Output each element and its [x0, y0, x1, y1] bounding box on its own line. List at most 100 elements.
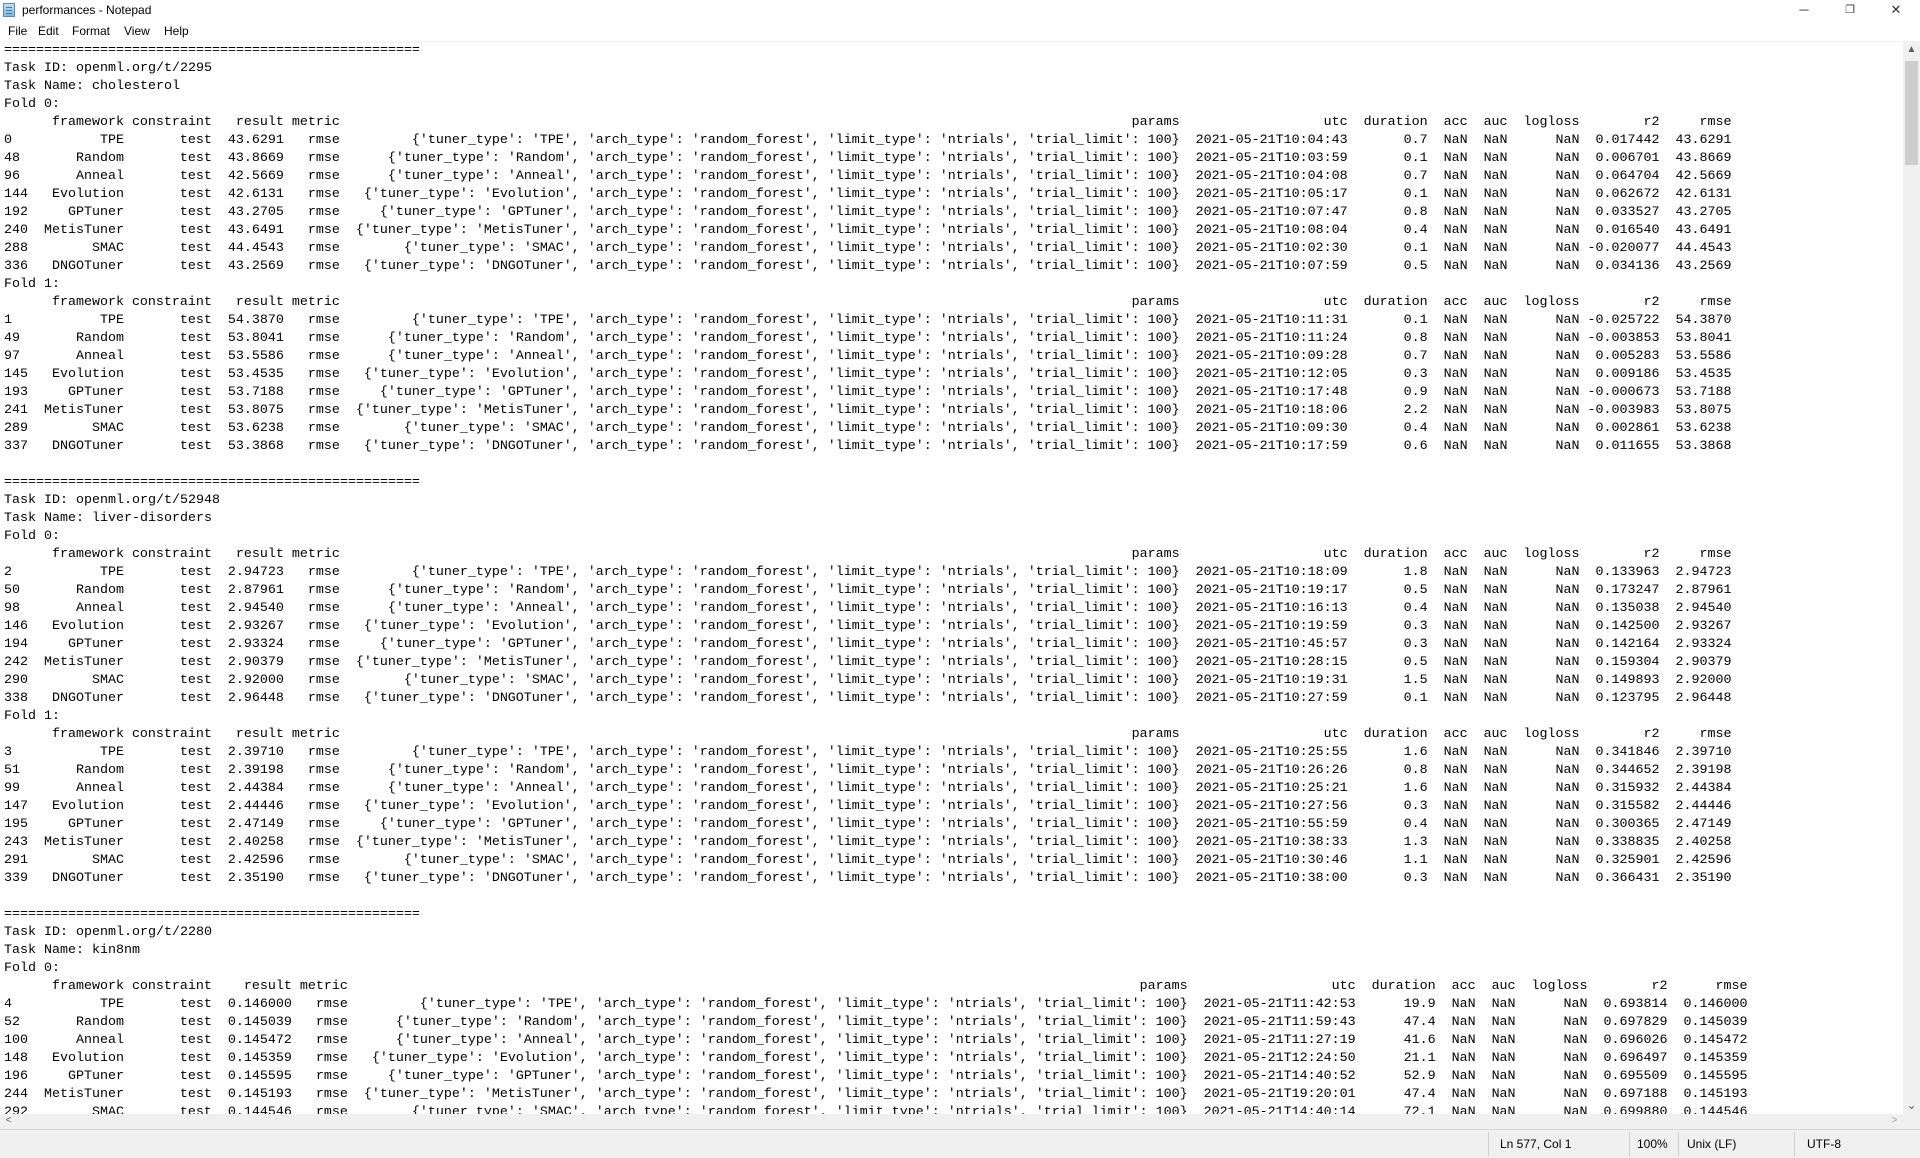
- cell-constraint: test: [179, 385, 212, 400]
- fold-label: Fold 0:: [4, 97, 60, 112]
- cell-framework: Evolution: [51, 187, 124, 202]
- cell-utc: 2021-05-21T10:26:26: [1195, 763, 1348, 778]
- close-button[interactable]: ✕: [1890, 2, 1902, 17]
- column-header-duration: duration: [1363, 115, 1428, 130]
- column-header-r2: r2: [1651, 979, 1668, 994]
- cell-framework: MetisTuner: [43, 403, 124, 418]
- minimize-button[interactable]: ─: [1799, 2, 1809, 17]
- cell-result: 2.35190: [227, 871, 284, 886]
- cell-utc: 2021-05-21T10:04:43: [1195, 133, 1348, 148]
- maximize-button[interactable]: ❐: [1845, 4, 1855, 16]
- column-header-result: result: [243, 979, 292, 994]
- cell-framework: SMAC: [91, 673, 124, 688]
- cell-metric: rmse: [307, 349, 340, 364]
- table-row: 51 Random test 2.39198 rmse {'tuner_type': 'R…: [4, 762, 1747, 780]
- cell-r2: 0.325901: [1595, 853, 1660, 868]
- vertical-scroll-thumb[interactable]: [1905, 61, 1918, 165]
- cell-index: 243: [4, 835, 28, 850]
- cell-rmse: 54.3870: [1675, 313, 1732, 328]
- cell-acc: NaN: [1443, 421, 1468, 436]
- cell-auc: NaN: [1483, 349, 1508, 364]
- table-row: 0 TPE test 43.6291 rmse {'tuner_type': 'TPE',…: [4, 132, 1747, 150]
- cell-params: {'tuner_type': 'GPTuner', 'arch_type': '…: [387, 1069, 1188, 1084]
- column-header-utc: utc: [1323, 115, 1348, 130]
- cell-logloss: NaN: [1555, 313, 1580, 328]
- cell-rmse: 43.6491: [1675, 223, 1732, 238]
- cell-index: 292: [4, 1105, 28, 1114]
- cell-result: 2.39710: [227, 745, 284, 760]
- cell-index: 192: [4, 205, 28, 220]
- menu-help[interactable]: Help: [164, 24, 189, 38]
- cell-result: 0.145472: [227, 1033, 292, 1048]
- scroll-left-icon[interactable]: <: [5, 1115, 12, 1126]
- vertical-scrollbar[interactable]: ▲ ⌄: [1903, 42, 1920, 1114]
- table-row: 147 Evolution test 2.44446 rmse {'tuner_type'…: [4, 798, 1747, 816]
- document-text[interactable]: ========================================…: [4, 42, 1747, 1114]
- table-row: 291 SMAC test 2.42596 rmse {'tuner_type': 'SM…: [4, 852, 1747, 870]
- zoom-level: 100%: [1637, 1137, 1668, 1151]
- cell-params: {'tuner_type': 'Anneal', 'arch_type': 'r…: [387, 781, 1180, 796]
- cell-framework: GPTuner: [67, 637, 124, 652]
- cell-utc: 2021-05-21T10:07:47: [1195, 205, 1348, 220]
- cell-acc: NaN: [1443, 763, 1468, 778]
- menu-view[interactable]: View: [124, 24, 150, 38]
- cell-r2: 0.135038: [1595, 601, 1660, 616]
- cell-r2: -0.020077: [1587, 241, 1660, 256]
- cell-metric: rmse: [307, 853, 340, 868]
- cell-r2: -0.003853: [1587, 331, 1660, 346]
- cell-rmse: 53.5586: [1675, 349, 1732, 364]
- cell-duration: 0.1: [1403, 691, 1428, 706]
- cell-r2: 0.173247: [1595, 583, 1660, 598]
- cell-rmse: 53.3868: [1675, 439, 1732, 454]
- cell-duration: 0.3: [1403, 637, 1428, 652]
- cell-duration: 1.3: [1403, 835, 1428, 850]
- cell-metric: rmse: [315, 1033, 348, 1048]
- cell-framework: GPTuner: [67, 385, 124, 400]
- cell-duration: 1.6: [1403, 745, 1428, 760]
- cell-result: 53.5586: [227, 349, 284, 364]
- cell-index: 96: [4, 169, 20, 184]
- menu-file[interactable]: File: [8, 24, 28, 38]
- cell-constraint: test: [179, 601, 212, 616]
- cell-metric: rmse: [307, 745, 340, 760]
- cell-metric: rmse: [307, 259, 340, 274]
- cell-rmse: 53.7188: [1675, 385, 1732, 400]
- cell-duration: 19.9: [1403, 997, 1436, 1012]
- cell-params: {'tuner_type': 'SMAC', 'arch_type': 'ran…: [403, 853, 1180, 868]
- cell-r2: 0.696497: [1603, 1051, 1668, 1066]
- cell-auc: NaN: [1483, 187, 1508, 202]
- scroll-up-icon[interactable]: ▲: [1906, 44, 1917, 55]
- cell-index: 336: [4, 259, 28, 274]
- cell-logloss: NaN: [1555, 331, 1580, 346]
- horizontal-scrollbar[interactable]: < >: [0, 1114, 1903, 1129]
- cell-metric: rmse: [307, 241, 340, 256]
- cell-logloss: NaN: [1555, 241, 1580, 256]
- cell-logloss: NaN: [1555, 871, 1580, 886]
- column-header-framework: framework: [51, 979, 124, 994]
- cell-constraint: test: [179, 187, 212, 202]
- cell-metric: rmse: [307, 169, 340, 184]
- menu-edit[interactable]: Edit: [38, 24, 59, 38]
- cell-duration: 0.4: [1403, 223, 1428, 238]
- cell-params: {'tuner_type': 'MetisTuner', 'arch_type'…: [355, 403, 1180, 418]
- separator-line: ========================================…: [4, 43, 420, 58]
- cell-params: {'tuner_type': 'MetisTuner', 'arch_type'…: [363, 1087, 1188, 1102]
- table-row: 48 Random test 43.8669 rmse {'tuner_type': 'R…: [4, 150, 1747, 168]
- cell-acc: NaN: [1443, 259, 1468, 274]
- cell-result: 2.39198: [227, 763, 284, 778]
- cell-logloss: NaN: [1555, 691, 1580, 706]
- scroll-down-icon[interactable]: ⌄: [1906, 1098, 1917, 1112]
- menu-format[interactable]: Format: [72, 24, 111, 38]
- cell-r2: -0.003983: [1587, 403, 1660, 418]
- cell-logloss: NaN: [1555, 601, 1580, 616]
- cell-metric: rmse: [307, 205, 340, 220]
- cell-acc: NaN: [1443, 241, 1468, 256]
- text-editor[interactable]: ========================================…: [0, 42, 1903, 1114]
- separator-line: ========================================…: [4, 907, 420, 922]
- table-row: 338 DNGOTuner test 2.96448 rmse {'tuner_type'…: [4, 690, 1747, 708]
- cell-result: 2.47149: [227, 817, 284, 832]
- cell-acc: NaN: [1443, 565, 1468, 580]
- cell-auc: NaN: [1483, 673, 1508, 688]
- scroll-right-icon[interactable]: >: [1891, 1115, 1898, 1126]
- cell-constraint: test: [179, 367, 212, 382]
